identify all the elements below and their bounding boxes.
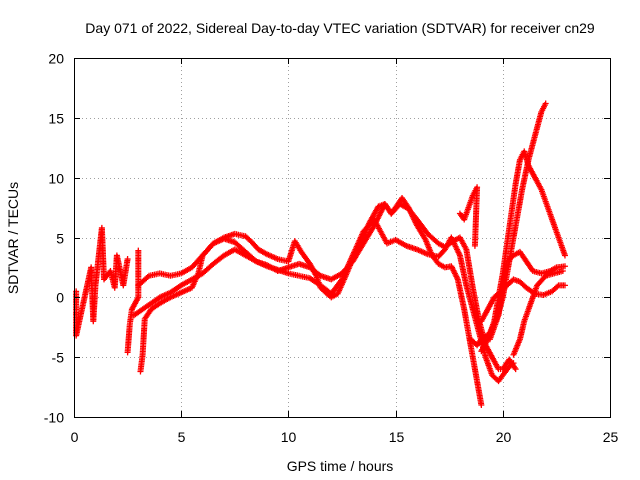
y-axis-label: SDTVAR / TECUs xyxy=(5,182,21,294)
series-trace-c xyxy=(131,200,519,373)
x-tick-label: 10 xyxy=(281,429,297,445)
data-point xyxy=(561,252,568,259)
x-tick-label: 5 xyxy=(178,429,186,445)
y-tick-label: 20 xyxy=(48,51,64,67)
data-point xyxy=(561,282,568,289)
x-tick-label: 20 xyxy=(496,429,512,445)
data-point xyxy=(478,402,485,409)
chart-title: Day 071 of 2022, Sidereal Day-to-day VTE… xyxy=(85,20,595,36)
x-axis-label: GPS time / hours xyxy=(287,458,394,474)
y-tick-label: -5 xyxy=(52,350,65,366)
y-tick-label: -10 xyxy=(44,410,64,426)
x-tick-label: 15 xyxy=(389,429,405,445)
series-trace-h xyxy=(510,268,566,358)
y-tick-label: 5 xyxy=(56,231,64,247)
x-tick-label: 0 xyxy=(71,429,79,445)
data-point xyxy=(135,247,142,254)
axis-ticks xyxy=(74,58,611,418)
data-point xyxy=(144,273,151,280)
tick-labels: 0 5 10 15 20 25 -10 -5 0 5 10 15 20 xyxy=(44,51,619,446)
data-point xyxy=(559,268,566,275)
data-point xyxy=(512,366,519,373)
y-tick-label: 10 xyxy=(48,171,64,187)
grid-lines xyxy=(74,58,610,417)
series-trace-f xyxy=(467,248,568,349)
series-trace-g xyxy=(478,276,568,325)
y-tick-label: 15 xyxy=(48,111,64,127)
data-point xyxy=(124,256,131,263)
data-marks xyxy=(73,100,568,409)
data-point xyxy=(471,242,478,249)
x-tick-label: 25 xyxy=(603,429,619,445)
y-tick-label: 0 xyxy=(56,290,64,306)
data-point xyxy=(554,283,561,290)
data-point xyxy=(542,100,549,107)
data-point xyxy=(561,263,568,270)
